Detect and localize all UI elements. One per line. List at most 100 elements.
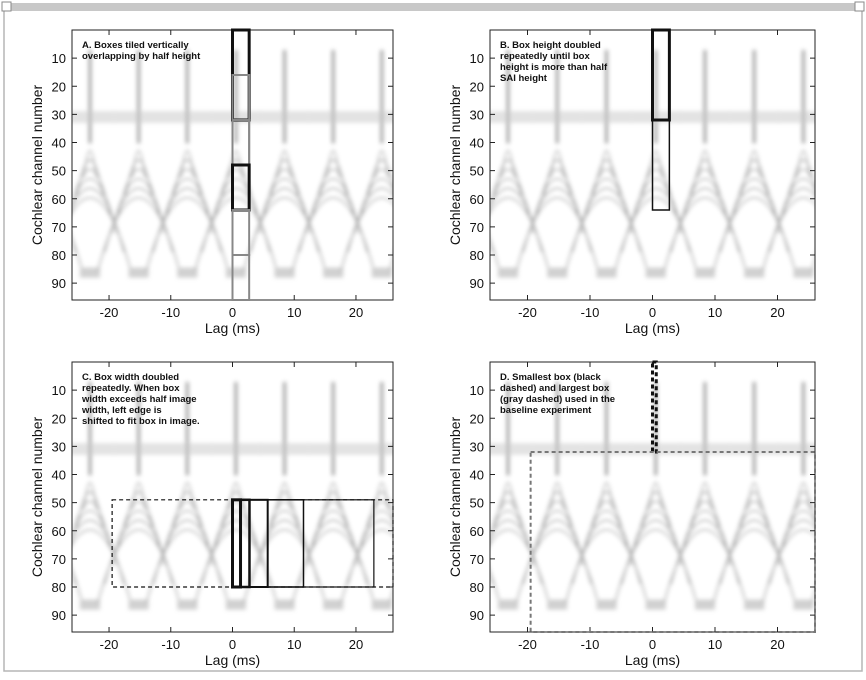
sai-curve bbox=[118, 168, 160, 215]
sai-curve bbox=[490, 178, 536, 234]
y-tick-label: 80 bbox=[470, 248, 484, 263]
sai-curve bbox=[684, 500, 726, 547]
sai-curve bbox=[72, 519, 125, 585]
sai-curve bbox=[564, 529, 649, 604]
sai-image bbox=[449, 50, 866, 278]
sai-curve bbox=[277, 150, 292, 177]
sai-curve bbox=[698, 150, 712, 177]
sai-band bbox=[162, 111, 212, 123]
sai-curve bbox=[83, 482, 97, 509]
sai-curve bbox=[291, 529, 375, 604]
sai-curve bbox=[145, 197, 229, 272]
sai-curve bbox=[761, 529, 815, 604]
sai-curve bbox=[775, 178, 815, 234]
y-tick-label: 50 bbox=[52, 496, 66, 511]
sai-curve bbox=[550, 482, 564, 509]
sai-curve bbox=[347, 187, 393, 253]
sai-curve bbox=[819, 188, 866, 252]
sai-band bbox=[828, 111, 866, 123]
sai-curve bbox=[263, 168, 306, 215]
sai-curve bbox=[201, 187, 271, 253]
x-tick-label: 0 bbox=[649, 305, 656, 320]
y-axis-label: Cochlear channel number bbox=[29, 417, 45, 578]
sai-curve bbox=[536, 500, 578, 547]
y-tick-label: 80 bbox=[52, 580, 66, 595]
x-tick-label: 20 bbox=[770, 637, 784, 652]
y-tick-label: 20 bbox=[470, 411, 484, 426]
sai-band bbox=[225, 599, 246, 610]
sai-curve bbox=[111, 510, 167, 566]
y-tick-label: 70 bbox=[52, 552, 66, 567]
sai-curve bbox=[208, 510, 264, 566]
sai-curve bbox=[490, 519, 543, 585]
sai-image bbox=[490, 382, 866, 610]
sai-curve bbox=[72, 178, 118, 234]
sai-curve bbox=[768, 519, 815, 585]
sai-curve bbox=[305, 178, 361, 234]
sai-curve bbox=[747, 150, 761, 177]
sai-band bbox=[581, 443, 632, 455]
sai-band bbox=[490, 443, 533, 455]
annotation: dashed) and largest box bbox=[500, 383, 610, 394]
sai-curve bbox=[599, 482, 614, 509]
y-tick-label: 20 bbox=[470, 79, 484, 94]
frame bbox=[3, 3, 863, 672]
x-tick-label: -10 bbox=[161, 637, 180, 652]
sai-curve bbox=[670, 187, 740, 253]
x-tick-label: -10 bbox=[581, 305, 600, 320]
sai-curve bbox=[614, 529, 698, 604]
y-tick-label: 10 bbox=[52, 51, 66, 66]
sai-band bbox=[449, 268, 469, 278]
sai-image bbox=[72, 382, 393, 610]
annotation: SAI height bbox=[500, 73, 548, 84]
sai-curve bbox=[242, 197, 327, 272]
sai-band bbox=[260, 443, 309, 455]
sai-band bbox=[490, 111, 533, 123]
y-tick-label: 90 bbox=[52, 276, 66, 291]
sai-curve bbox=[166, 500, 208, 547]
sai-curve bbox=[529, 510, 585, 566]
corner bbox=[1, 1, 12, 12]
sai-curve bbox=[340, 197, 393, 272]
sai-curve bbox=[375, 150, 389, 177]
sai-curve bbox=[847, 483, 859, 509]
sai-band bbox=[645, 599, 666, 610]
sai-curve bbox=[628, 510, 684, 566]
sai-curve bbox=[621, 519, 691, 585]
sai-curve bbox=[490, 197, 550, 272]
sai-curve bbox=[298, 187, 368, 253]
sai-band bbox=[177, 267, 198, 278]
sai-curve bbox=[529, 178, 585, 234]
sai-curve bbox=[111, 178, 167, 234]
sai-curve bbox=[719, 187, 789, 253]
sai-curve bbox=[72, 500, 111, 547]
sai-curve bbox=[684, 168, 726, 215]
sai-curve bbox=[515, 529, 599, 604]
sai-band bbox=[547, 599, 568, 610]
sai-band bbox=[72, 111, 115, 123]
sai-curve bbox=[833, 501, 866, 546]
sai-band bbox=[357, 111, 393, 123]
sai-curve bbox=[826, 511, 866, 565]
sai-band bbox=[596, 267, 617, 278]
sai-band bbox=[778, 443, 815, 455]
sai-curve bbox=[410, 169, 450, 214]
sai-band bbox=[843, 600, 863, 610]
sai-curve bbox=[775, 510, 815, 566]
sai-band bbox=[114, 443, 163, 455]
sai-curve bbox=[522, 519, 592, 585]
sai-band bbox=[680, 443, 730, 455]
sai-band bbox=[114, 111, 163, 123]
sai-curve bbox=[312, 500, 354, 547]
y-tick-label: 80 bbox=[52, 248, 66, 263]
sai-curve bbox=[361, 168, 393, 215]
sai-curve bbox=[501, 150, 515, 177]
y-tick-label: 10 bbox=[470, 51, 484, 66]
sai-curve bbox=[733, 168, 775, 215]
y-tick-label: 30 bbox=[470, 107, 484, 122]
y-tick-label: 50 bbox=[470, 164, 484, 179]
y-tick-label: 80 bbox=[470, 580, 484, 595]
sai-curve bbox=[628, 178, 684, 234]
sai-curve bbox=[571, 519, 642, 585]
